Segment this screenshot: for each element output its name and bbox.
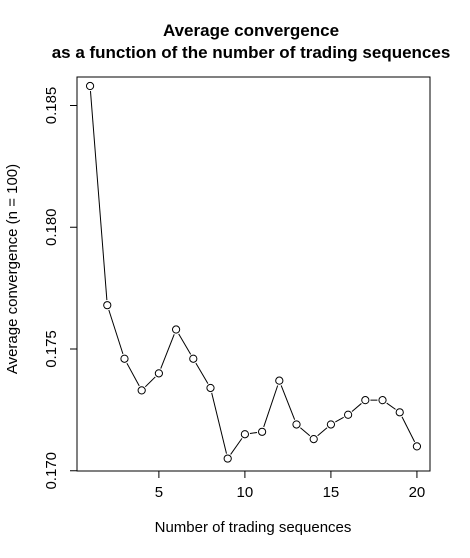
line-segment-19	[401, 416, 416, 443]
data-point-15	[326, 420, 336, 429]
line-segment-9	[230, 438, 243, 455]
line-segment-11	[263, 385, 279, 428]
y-tick-label-1: 0.175	[43, 330, 60, 368]
y-axis: 0.170 0.175 0.180 0.185	[43, 87, 77, 490]
data-point-13	[292, 420, 301, 429]
y-tick-label-2: 0.180	[43, 208, 60, 246]
data-point-5	[154, 369, 163, 378]
data-point-9	[223, 454, 232, 463]
line-segment-15	[335, 416, 344, 423]
y-tick-label-3: 0.185	[43, 87, 60, 125]
data-point-10	[240, 430, 249, 439]
x-axis-label: Number of trading sequences	[155, 519, 352, 536]
chart-title-line-1: Average convergence	[163, 21, 339, 40]
line-segment-5	[160, 334, 175, 369]
x-tick-label-20: 20	[409, 484, 426, 501]
data-point-11	[258, 427, 267, 436]
data-point-20	[412, 442, 422, 451]
data-point-12	[275, 376, 284, 385]
data-point-17	[361, 396, 370, 405]
y-tick-label-0: 0.170	[43, 452, 60, 490]
line-segment-12	[280, 385, 296, 420]
line-segment-7	[195, 362, 209, 384]
data-point-7	[189, 354, 198, 363]
line-segment-16	[351, 403, 362, 412]
line-segment-3	[126, 362, 140, 387]
x-tick-label-5: 5	[155, 484, 163, 501]
x-tick-label-10: 10	[237, 484, 254, 501]
data-point-4	[137, 386, 146, 395]
x-tick-label-15: 15	[323, 484, 340, 501]
line-segment-10	[249, 432, 258, 435]
data-point-3	[120, 354, 129, 363]
data-point-1	[85, 81, 95, 91]
plot-frame	[76, 76, 431, 472]
line-segment-6	[178, 333, 192, 355]
series-average-convergence	[85, 81, 422, 463]
line-segment-2	[108, 309, 124, 355]
data-point-14	[309, 435, 318, 444]
line-segment-14	[317, 427, 328, 437]
data-point-2	[103, 301, 112, 310]
y-axis-label: Average convergence (n = 100)	[4, 164, 21, 374]
x-axis: 5 10 15 20	[155, 471, 426, 501]
line-segment-1	[89, 91, 108, 301]
data-point-6	[171, 325, 181, 334]
chart-title-line-2: as a function of the number of trading s…	[52, 43, 451, 62]
line-segment-13	[300, 427, 311, 437]
data-point-19	[395, 408, 404, 417]
line-segment-4	[144, 376, 156, 388]
data-point-16	[344, 410, 353, 419]
data-point-8	[206, 383, 215, 393]
data-point-18	[378, 396, 387, 405]
line-segment-18	[386, 402, 396, 410]
line-segment-8	[211, 392, 227, 454]
